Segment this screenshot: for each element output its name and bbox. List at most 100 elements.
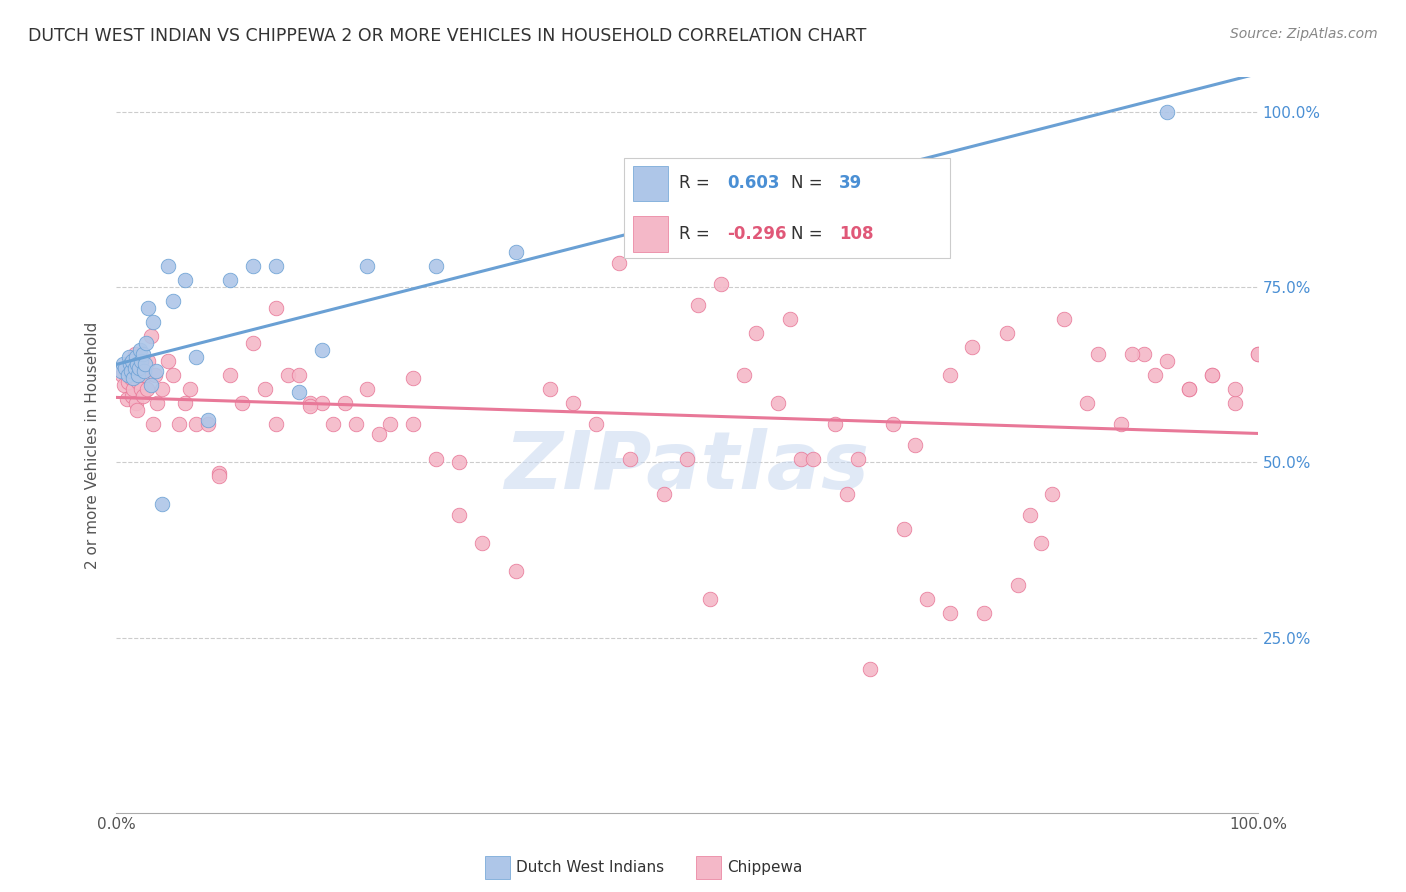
Point <box>1018 508 1040 522</box>
Point <box>124 347 146 361</box>
Text: R =: R = <box>679 174 716 193</box>
Point <box>142 417 165 431</box>
Point <box>538 382 561 396</box>
Point <box>127 375 149 389</box>
Point <box>1178 382 1201 396</box>
Point <box>118 361 141 376</box>
Point <box>134 368 156 382</box>
Text: Chippewa: Chippewa <box>727 861 803 875</box>
Point <box>402 417 425 431</box>
Point <box>125 358 148 372</box>
Point <box>167 417 190 431</box>
Point <box>142 316 165 330</box>
Point <box>688 298 710 312</box>
Point <box>779 312 801 326</box>
Point <box>904 438 927 452</box>
Point <box>128 361 150 376</box>
Point <box>136 382 159 396</box>
Point <box>471 536 494 550</box>
Point <box>1247 347 1270 361</box>
Point <box>585 417 607 431</box>
Point <box>1201 368 1223 382</box>
Point <box>111 368 134 382</box>
Point <box>124 361 146 376</box>
Text: ZIPatlas: ZIPatlas <box>505 428 869 506</box>
Point <box>1156 105 1178 120</box>
Point <box>125 403 148 417</box>
Point <box>1109 417 1132 431</box>
Point <box>197 417 219 431</box>
Point <box>136 354 159 368</box>
Point <box>136 301 159 316</box>
Point <box>344 417 367 431</box>
Point <box>607 256 630 270</box>
Point <box>156 260 179 274</box>
Bar <box>633 166 668 201</box>
Point <box>120 364 142 378</box>
Point <box>186 351 208 365</box>
Text: 0.603: 0.603 <box>727 174 779 193</box>
Point <box>139 378 162 392</box>
Point <box>179 382 201 396</box>
Point <box>288 368 311 382</box>
Point <box>131 389 153 403</box>
Point <box>208 469 231 483</box>
Point <box>120 371 142 385</box>
Y-axis label: 2 or more Vehicles in Household: 2 or more Vehicles in Household <box>86 321 100 568</box>
Point <box>117 375 139 389</box>
Point <box>129 368 152 382</box>
Point <box>938 368 960 382</box>
Point <box>128 361 150 376</box>
Point <box>447 455 470 469</box>
Text: 39: 39 <box>839 174 862 193</box>
Point <box>208 466 231 480</box>
Point <box>197 413 219 427</box>
Point <box>264 260 287 274</box>
Point <box>145 364 167 378</box>
Point <box>276 368 298 382</box>
Point <box>173 273 195 287</box>
Point <box>356 382 378 396</box>
Point <box>995 326 1018 340</box>
Point <box>242 260 264 274</box>
Point <box>219 368 242 382</box>
Point <box>1053 312 1076 326</box>
Point <box>1029 536 1052 550</box>
Point <box>1121 347 1143 361</box>
Point <box>186 417 208 431</box>
Point <box>1247 347 1270 361</box>
Point <box>402 371 425 385</box>
Point <box>264 417 287 431</box>
Point <box>367 427 389 442</box>
Point <box>744 326 766 340</box>
Point <box>146 396 169 410</box>
Point <box>299 400 322 414</box>
Point <box>973 606 995 620</box>
Point <box>231 396 253 410</box>
Point <box>131 347 153 361</box>
Point <box>114 361 136 376</box>
Point <box>938 606 960 620</box>
Point <box>143 368 166 382</box>
Point <box>121 389 143 403</box>
Point <box>131 354 153 368</box>
Bar <box>633 217 668 252</box>
Point <box>288 385 311 400</box>
Point <box>699 592 721 607</box>
Point <box>768 396 790 410</box>
Point <box>117 368 139 382</box>
Point <box>110 364 132 378</box>
Point <box>121 354 143 368</box>
Point <box>253 382 276 396</box>
Point <box>219 273 242 287</box>
Point <box>124 396 146 410</box>
Point <box>122 382 145 396</box>
Point <box>112 378 135 392</box>
Text: Dutch West Indians: Dutch West Indians <box>516 861 664 875</box>
Point <box>1087 347 1109 361</box>
Point <box>846 452 869 467</box>
Text: N =: N = <box>792 225 828 243</box>
Point <box>1007 578 1029 592</box>
Point <box>652 487 675 501</box>
Point <box>915 592 938 607</box>
